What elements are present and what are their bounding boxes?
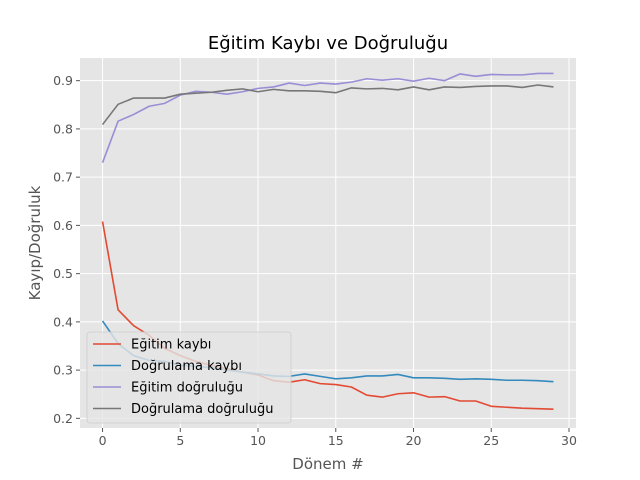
y-tick-label: 0.5 [53,266,73,281]
x-tick-label: 5 [176,433,184,448]
chart-title: Eğitim Kaybı ve Doğruluğu [208,33,448,54]
x-tick-label: 0 [99,433,107,448]
y-tick-label: 0.4 [53,314,73,329]
legend: Eğitim kaybı Doğrulama kaybı Eğitim doğrul… [86,331,292,424]
x-axis-ticks: 0 5 10 15 20 25 30 [99,428,577,448]
x-tick-label: 30 [561,433,577,448]
legend-label-3: Eğitim doğruluğu [131,381,243,396]
legend-label-1: Eğitim kaybı [131,338,211,353]
legend-box [86,331,292,424]
y-tick-label: 0.7 [53,170,73,185]
x-tick-label: 15 [328,433,344,448]
y-axis-label: Kayıp/Doğruluk [26,185,44,300]
y-tick-label: 0.8 [53,121,73,136]
series-line-3 [101,72,554,163]
y-tick-label: 0.6 [53,218,73,233]
x-tick-label: 20 [406,433,422,448]
x-axis-label: Dönem # [292,455,363,473]
x-tick-label: 10 [250,433,266,448]
y-axis-ticks: 0.2 0.3 0.4 0.5 0.6 0.7 0.8 0.9 [53,73,80,426]
legend-label-2: Doğrulama kaybı [131,359,242,374]
y-tick-label: 0.3 [53,363,73,378]
y-tick-label: 0.9 [53,73,73,88]
series-line-4 [101,84,554,126]
legend-label-4: Doğrulama doğruluğu [131,402,274,417]
y-tick-label: 0.2 [53,411,73,426]
x-tick-label: 25 [483,433,499,448]
